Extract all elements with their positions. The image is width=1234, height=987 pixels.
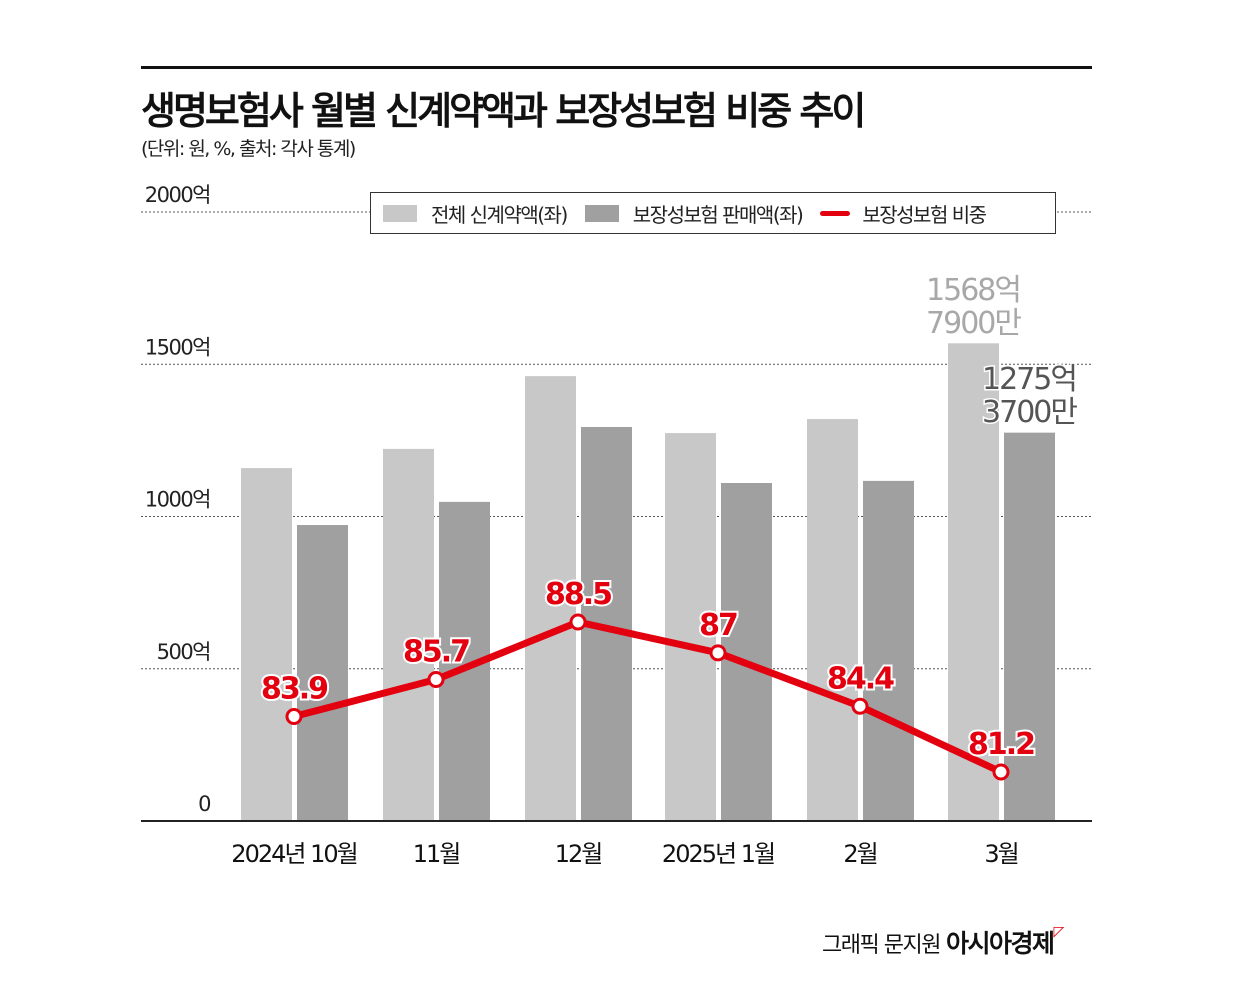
top-rule [141, 66, 1092, 69]
y-tick-label: 500억 [157, 640, 210, 664]
ratio-data-label: 83.9 [261, 672, 327, 707]
bar-protection [721, 483, 772, 821]
bar-protection [297, 525, 348, 821]
logo-mark-icon: ◸ [1053, 924, 1064, 940]
ratio-data-label: 84.4 [827, 661, 894, 696]
ratio-data-label: 81.2 [968, 727, 1034, 762]
ratio-point [427, 671, 445, 689]
annotation-total: 7900만 [926, 306, 1021, 341]
x-tick-label: 2024년 10월 [231, 840, 356, 868]
bar-total [948, 343, 999, 821]
legend-item-total: 전체 신계약액(좌) [383, 199, 568, 228]
bar-protection [863, 480, 914, 821]
chart-subtitle: (단위: 원, %, 출처: 각사 통계) [141, 138, 356, 160]
bar-total [807, 419, 858, 821]
annotation-protection: 1275억 [982, 362, 1076, 397]
ratio-point [569, 613, 587, 631]
legend-item-protection: 보장성보험 판매액(좌) [584, 199, 804, 228]
ratio-data-label: 85.7 [403, 635, 469, 670]
y-tick-label: 1000억 [145, 488, 210, 512]
ratio-point [992, 763, 1010, 781]
footer: 그래픽 문지원 아시아경제◸ [822, 924, 1064, 960]
y-tick-label: 1500억 [145, 335, 210, 359]
ratio-data-label: 87 [699, 608, 737, 643]
chart-title: 생명보험사 월별 신계약액과 보장성보험 비중 추이 [141, 89, 866, 133]
annotation-total: 1568억 [926, 273, 1020, 308]
ratio-line [293, 618, 1003, 776]
bar-total [525, 376, 576, 821]
ratio-point [709, 644, 727, 662]
legend-item-ratio: 보장성보험 비중 [820, 199, 987, 228]
y-tick-label: 2000억 [145, 183, 210, 207]
bar-total [383, 448, 434, 821]
annotation-protection: 3700만 [982, 395, 1077, 430]
y-tick-label: 0 [198, 792, 210, 816]
x-tick-label: 2월 [843, 840, 876, 868]
bar-total [665, 433, 716, 821]
x-tick-label: 2025년 1월 [662, 840, 774, 868]
x-tick-label: 12월 [555, 840, 602, 868]
x-tick-label: 3월 [984, 840, 1017, 868]
brand-logo: 아시아경제 [945, 929, 1055, 958]
legend: 전체 신계약액(좌) 보장성보험 판매액(좌) 보장성보험 비중 [370, 192, 1056, 234]
bar-total [241, 468, 292, 821]
ratio-point [285, 708, 303, 726]
x-tick-label: 11월 [413, 840, 460, 868]
credit: 그래픽 문지원 [822, 933, 941, 958]
bar-protection [1004, 432, 1055, 821]
ratio-point [851, 697, 869, 715]
ratio-data-label: 88.5 [545, 577, 611, 612]
